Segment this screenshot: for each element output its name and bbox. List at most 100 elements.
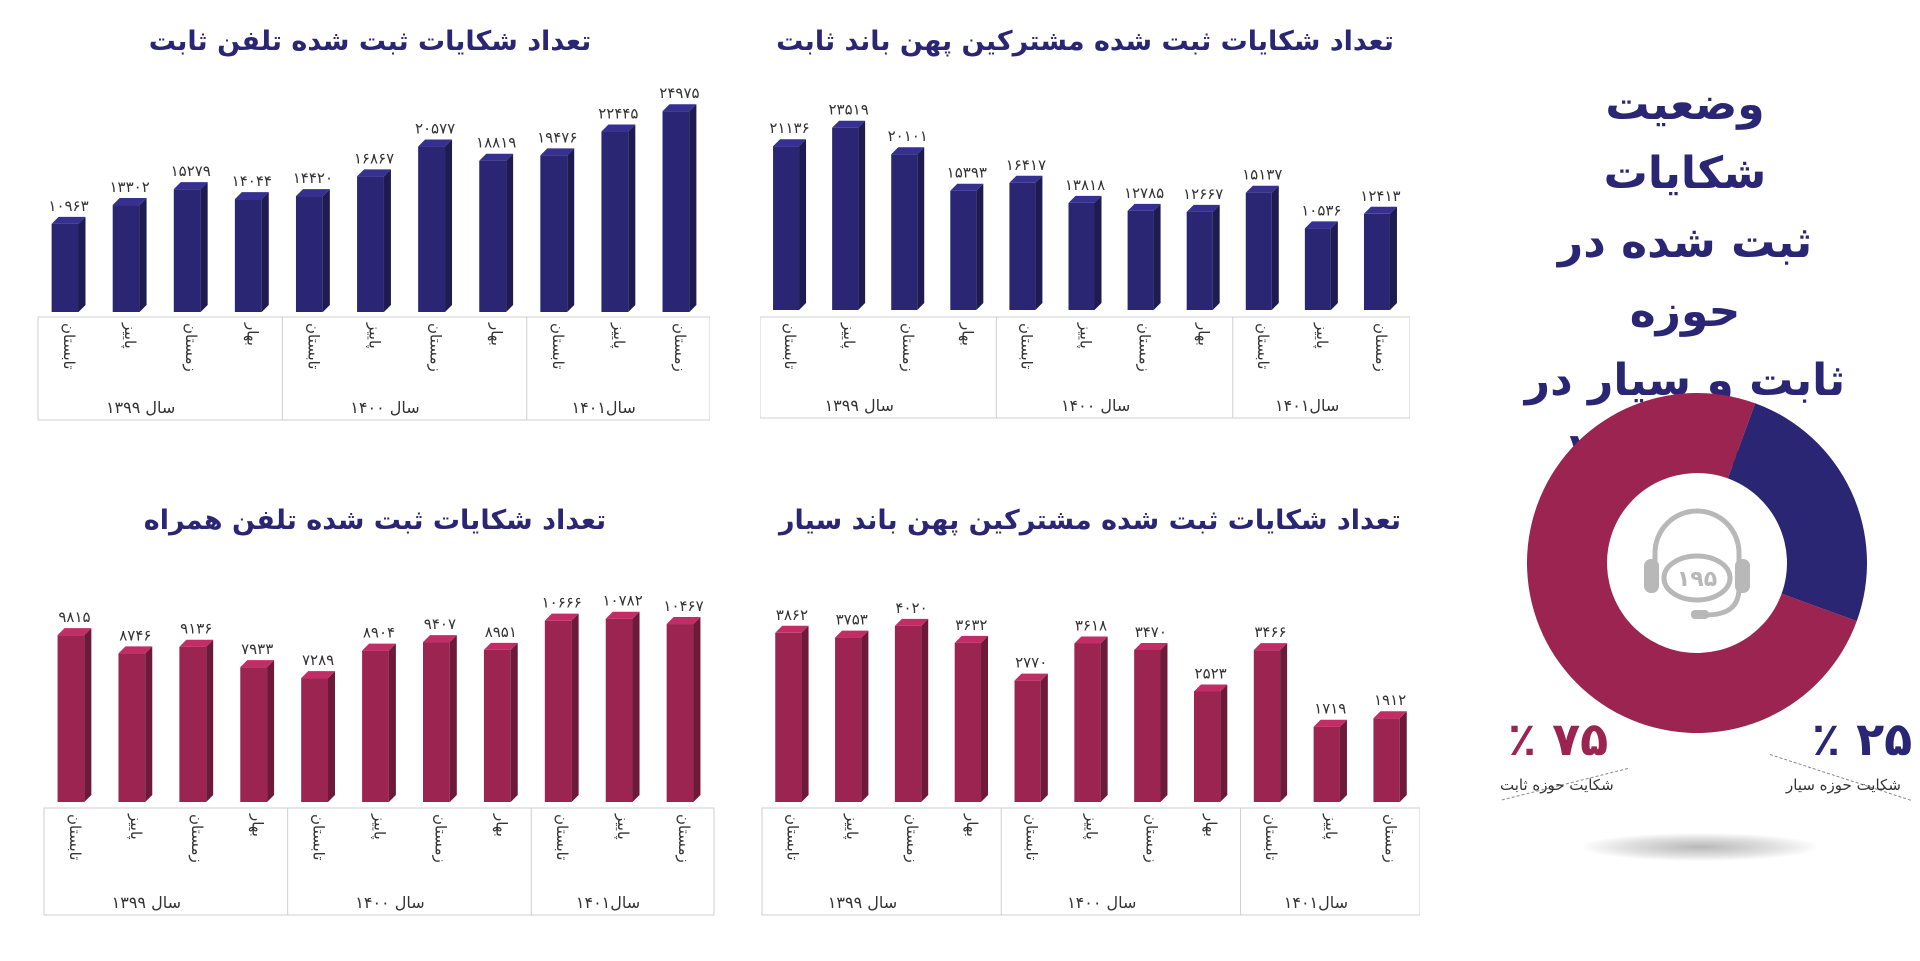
- bar: [891, 147, 925, 310]
- bar-top: [234, 192, 269, 200]
- bar: [295, 189, 330, 312]
- bar-front: [362, 650, 389, 802]
- value-label: ۱۸۸۱۹: [476, 134, 516, 152]
- donut-slices: [1527, 393, 1867, 733]
- bar: [835, 630, 869, 802]
- bar: [1068, 195, 1102, 310]
- bar-top: [179, 639, 214, 647]
- value-label: ۳۶۳۲: [955, 616, 987, 634]
- group-label: سال ۱۴۰۰: [355, 893, 424, 912]
- bar-side: [571, 613, 579, 802]
- bar-top: [832, 120, 866, 128]
- category-label: بهار: [1202, 813, 1220, 837]
- bar-side: [693, 617, 701, 802]
- bar-front: [601, 131, 629, 312]
- bar-top: [112, 198, 147, 206]
- bar-side: [327, 671, 335, 802]
- bar: [666, 617, 701, 802]
- bar-side: [145, 646, 153, 802]
- category-label: زمستان: [903, 814, 921, 863]
- category-label: بهار: [1195, 322, 1213, 346]
- bar-front: [1127, 210, 1154, 310]
- bar-front: [894, 625, 922, 802]
- bar-side: [383, 169, 391, 312]
- bar-top: [1253, 643, 1288, 651]
- bar: [112, 198, 147, 312]
- bar-top: [418, 139, 453, 147]
- bar-front: [112, 205, 140, 312]
- fixed-share-value: ٪ ۷۵: [1508, 712, 1609, 766]
- bar-side: [1271, 185, 1279, 310]
- bar: [1127, 203, 1161, 310]
- category-label: تابستان: [310, 814, 328, 860]
- category-box: [43, 807, 715, 916]
- bar-top: [362, 643, 396, 651]
- category-label: زمستان: [899, 323, 917, 372]
- bar-front: [544, 620, 572, 802]
- bar-side: [445, 139, 453, 312]
- category-label: بهار: [963, 813, 981, 837]
- bar: [179, 639, 214, 802]
- value-label: ۳۴۷۰: [1135, 623, 1167, 641]
- bar-front: [1373, 718, 1400, 802]
- bar-side: [1160, 642, 1168, 802]
- bar-side: [267, 660, 275, 802]
- bar-top: [240, 660, 275, 668]
- value-label: ۲۷۷۰: [1015, 654, 1047, 672]
- category-label: تابستان: [553, 814, 571, 860]
- category-label: زمستان: [427, 323, 445, 372]
- bar: [118, 646, 153, 802]
- bar-top: [1068, 195, 1102, 203]
- bar-front: [1193, 691, 1221, 802]
- bar: [544, 613, 579, 802]
- bar: [662, 104, 697, 313]
- bar-front: [1068, 202, 1095, 310]
- bar: [1009, 175, 1043, 310]
- bar: [173, 182, 208, 312]
- value-label: ۴۰۲۰: [895, 599, 927, 617]
- bar-front: [1304, 228, 1331, 310]
- bar-front: [1313, 726, 1340, 802]
- bar-front: [295, 196, 323, 312]
- category-label: پاییز: [370, 813, 389, 840]
- bar-side: [1040, 673, 1048, 802]
- page-title-line-2: ثبت شده در حوزه: [1557, 217, 1813, 337]
- mobile-phone-bars: ۹۸۱۵ ۸۷۴۶ ۹۱۳۶ ۷۹۳۳ ۷۲۸۹ ۸۹۰۴ ۹۴۰۷ ۸۹۵۱ ۱۰۶۶۶ ۱۰۷…: [43, 592, 715, 916]
- value-label: ۱۰۷۸۲: [602, 592, 642, 610]
- value-label: ۲۳۵۱۹: [828, 101, 868, 119]
- bar-top: [357, 169, 391, 177]
- bar-front: [301, 678, 328, 802]
- bar-front: [357, 176, 384, 312]
- bar-side: [861, 630, 869, 802]
- donut-shadow: [1582, 833, 1818, 861]
- bar: [423, 635, 457, 802]
- share-donut-chart: ۱۹۵: [1527, 393, 1867, 733]
- bar: [605, 611, 640, 802]
- bar-side: [449, 635, 457, 802]
- bar-front: [1014, 680, 1041, 802]
- bar: [1253, 643, 1288, 802]
- group-label: سال ۱۳۹۹: [112, 893, 181, 912]
- value-label: ۳۴۶۶: [1254, 623, 1286, 641]
- category-label: پاییز: [842, 813, 861, 840]
- value-label: ۷۹۳۳: [241, 640, 273, 658]
- bar-top: [173, 182, 208, 190]
- value-label: ۲۴۹۷۵: [659, 84, 699, 102]
- value-label: ۱۴۴۲۰: [293, 169, 333, 187]
- bar-top: [954, 635, 989, 643]
- bar-top: [544, 613, 579, 621]
- mobile-phone-chart: تعداد شکایات ثبت شده تلفن همراه ۹۸۱۵ ۸۷۴۶…: [30, 505, 720, 930]
- value-label: ۱۲۶۶۷: [1183, 185, 1223, 203]
- chart-title: تعداد شکایات ثبت شده تلفن ثابت: [148, 26, 592, 57]
- bar-top: [775, 625, 809, 633]
- value-label: ۲۱۱۳۶: [769, 119, 809, 137]
- category-label: پاییز: [613, 813, 632, 840]
- bar-front: [832, 127, 859, 310]
- category-label: تابستان: [1023, 814, 1041, 860]
- bar-top: [423, 635, 457, 643]
- bar-top: [540, 148, 575, 156]
- value-label: ۱۹۴۷۶: [537, 128, 577, 146]
- bar-side: [921, 618, 929, 802]
- bar-top: [1363, 206, 1397, 214]
- bar: [1304, 221, 1338, 310]
